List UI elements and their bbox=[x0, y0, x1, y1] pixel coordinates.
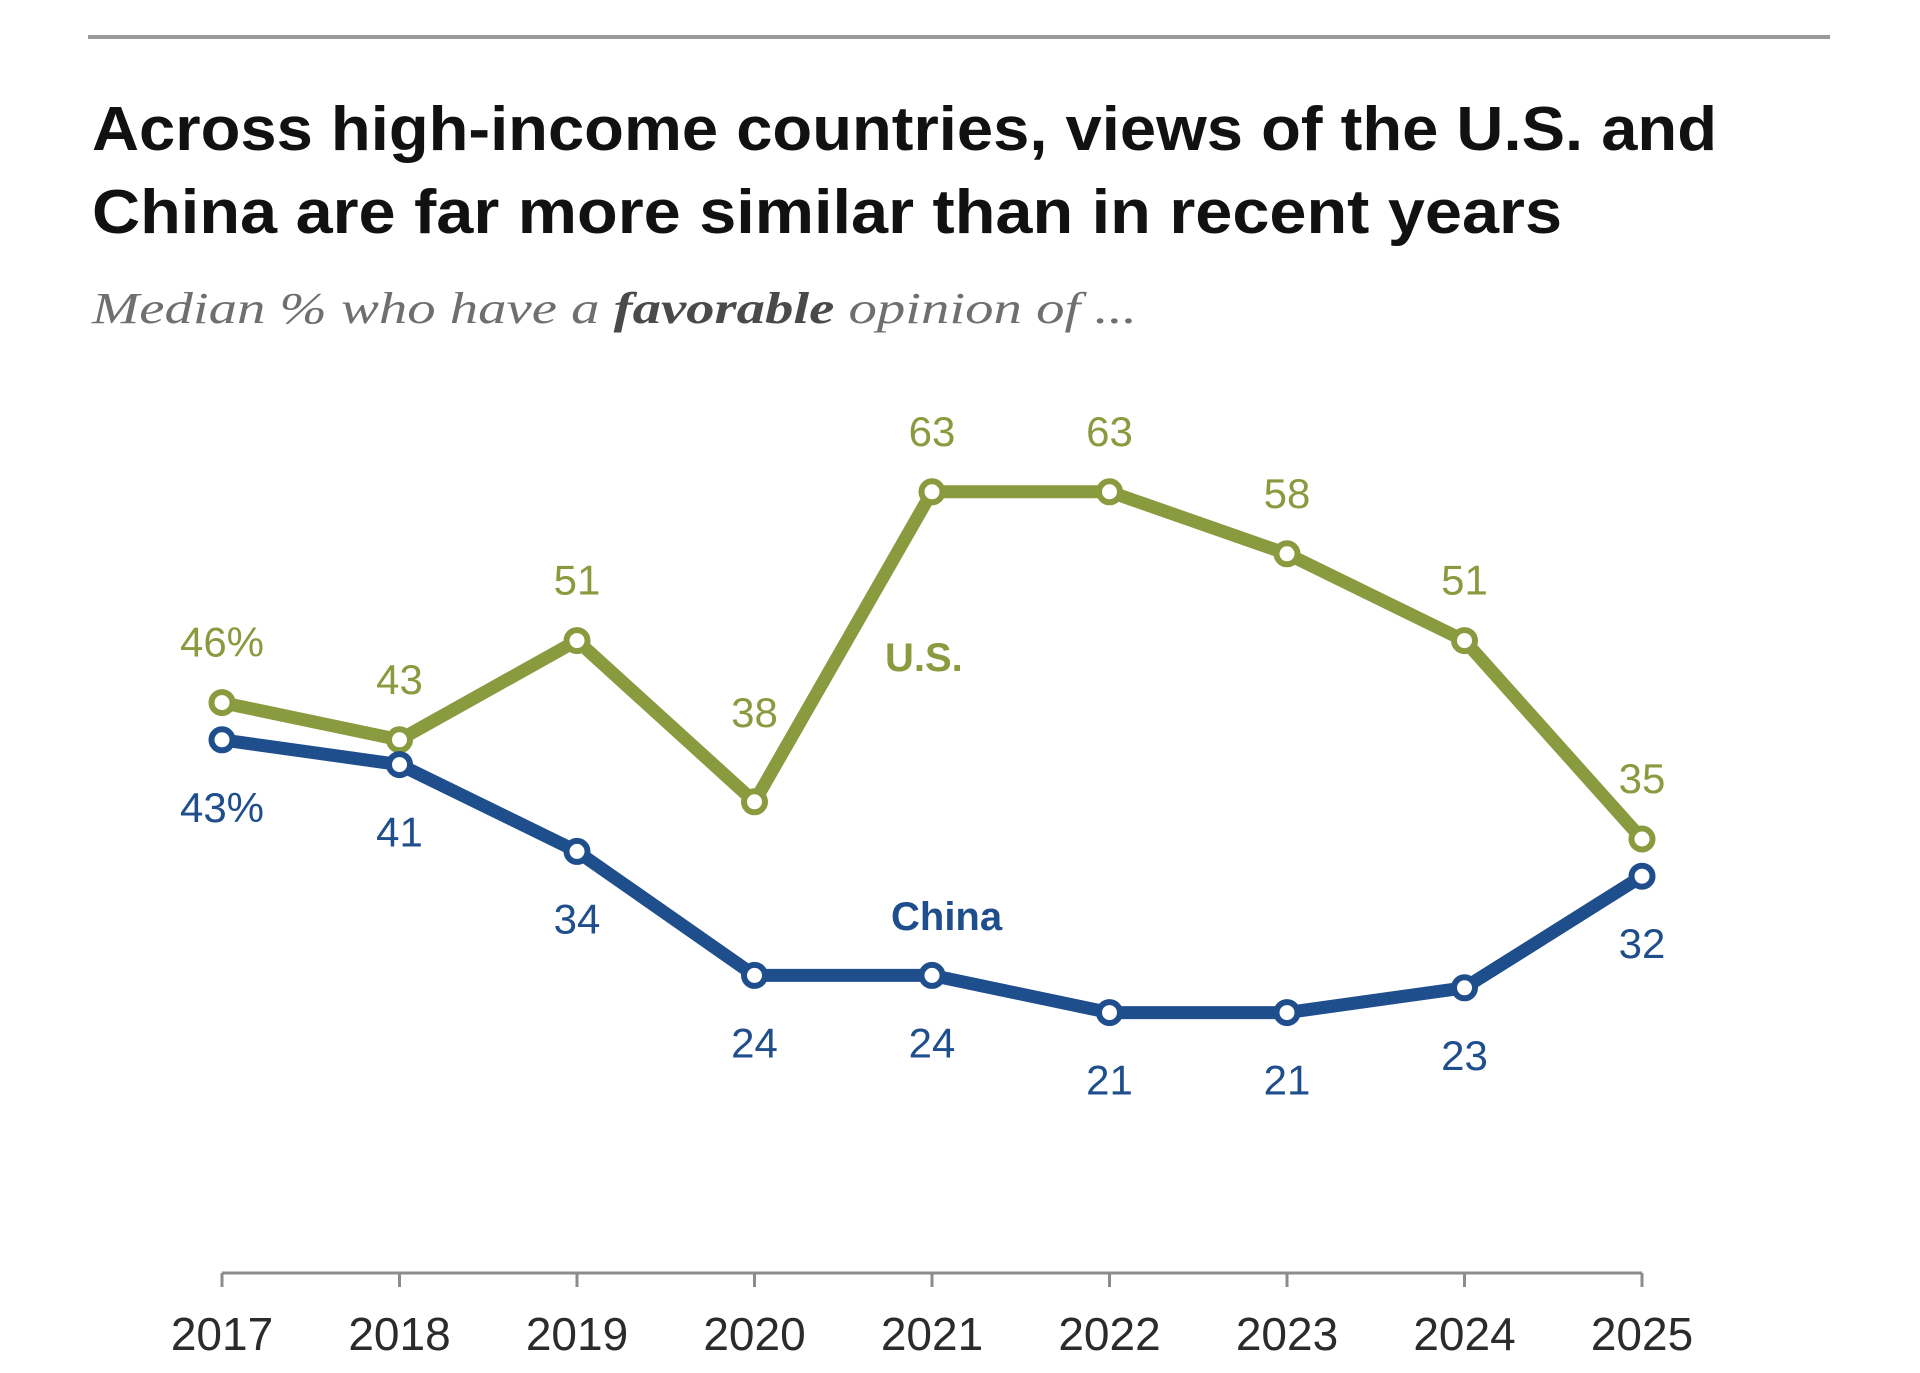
chart-subtitle: Median % who have a favorable opinion of… bbox=[91, 284, 1137, 333]
us-series-name: U.S. bbox=[885, 636, 963, 680]
us-marker bbox=[1451, 627, 1478, 655]
x-tick-label: 2024 bbox=[1413, 1308, 1515, 1360]
us-data-label: 43 bbox=[376, 656, 423, 703]
series-us bbox=[208, 478, 1656, 853]
chart-title-line-1: Across high-income countries, views of t… bbox=[92, 95, 1717, 164]
us-marker bbox=[918, 478, 946, 506]
us-marker bbox=[208, 689, 236, 717]
china-marker bbox=[563, 837, 591, 865]
china-marker bbox=[1273, 999, 1301, 1027]
china-data-label: 21 bbox=[1264, 1057, 1311, 1104]
series-names: U.S. China bbox=[885, 636, 1003, 939]
china-data-label: 21 bbox=[1086, 1057, 1133, 1104]
data-labels: 46% 43 51 38 63 63 58 51 35 43% 41 34 24 24 21 21 23 32 bbox=[180, 408, 1665, 1104]
us-data-label: 51 bbox=[554, 557, 601, 604]
china-data-label: 41 bbox=[376, 809, 423, 856]
us-marker bbox=[386, 726, 413, 754]
us-data-label: 63 bbox=[909, 408, 956, 455]
china-data-label: 24 bbox=[909, 1019, 956, 1066]
subtitle-prefix: Median % who have a bbox=[91, 284, 614, 333]
china-data-label: 43% bbox=[180, 784, 264, 831]
us-marker bbox=[1273, 540, 1301, 568]
x-tick-label: 2022 bbox=[1058, 1308, 1160, 1360]
china-data-label: 32 bbox=[1619, 920, 1666, 967]
x-tick-label: 2023 bbox=[1236, 1308, 1338, 1360]
us-marker bbox=[563, 627, 591, 655]
china-data-label: 23 bbox=[1441, 1032, 1488, 1079]
us-data-label: 35 bbox=[1619, 755, 1666, 802]
x-tick-label: 2017 bbox=[171, 1308, 273, 1360]
x-tick-label: 2019 bbox=[526, 1308, 628, 1360]
china-marker bbox=[386, 751, 413, 779]
us-marker bbox=[741, 788, 768, 816]
us-data-label: 58 bbox=[1264, 470, 1311, 517]
series-china bbox=[208, 726, 1656, 1027]
us-data-label: 46% bbox=[180, 619, 264, 666]
china-marker bbox=[1628, 862, 1656, 890]
china-marker bbox=[918, 961, 946, 989]
china-marker bbox=[208, 726, 236, 754]
subtitle-emphasis: favorable bbox=[614, 284, 835, 333]
us-data-label: 38 bbox=[731, 689, 778, 736]
china-data-label: 24 bbox=[731, 1019, 778, 1066]
china-marker bbox=[1451, 974, 1478, 1002]
us-marker bbox=[1096, 478, 1123, 506]
china-marker bbox=[1096, 999, 1123, 1027]
china-series-name: China bbox=[891, 895, 1003, 939]
subtitle-suffix: opinion of ... bbox=[834, 284, 1137, 333]
us-marker bbox=[1628, 825, 1656, 853]
us-data-label: 63 bbox=[1086, 408, 1133, 455]
x-tick-label: 2021 bbox=[881, 1308, 983, 1360]
x-tick-label: 2020 bbox=[703, 1308, 805, 1360]
x-tick-label: 2025 bbox=[1591, 1308, 1693, 1360]
china-marker bbox=[741, 961, 768, 989]
x-tick-label: 2018 bbox=[348, 1308, 450, 1360]
x-axis: 2017 2018 2019 2020 2021 2022 2023 2024 2025 bbox=[171, 1271, 1693, 1360]
china-data-label: 34 bbox=[554, 895, 601, 942]
us-data-label: 51 bbox=[1441, 557, 1488, 604]
chart-title-line-2: China are far more similar than in recen… bbox=[92, 178, 1562, 247]
